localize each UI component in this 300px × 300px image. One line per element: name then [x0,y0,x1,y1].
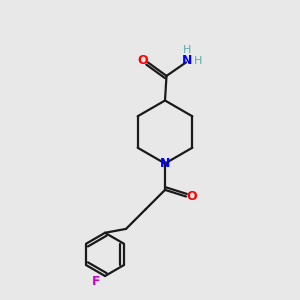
Text: F: F [92,275,101,288]
Text: O: O [186,190,197,203]
Text: N: N [160,157,170,170]
Text: H: H [183,45,192,55]
Text: H: H [194,56,202,66]
Text: N: N [182,54,193,68]
Text: O: O [137,53,148,67]
